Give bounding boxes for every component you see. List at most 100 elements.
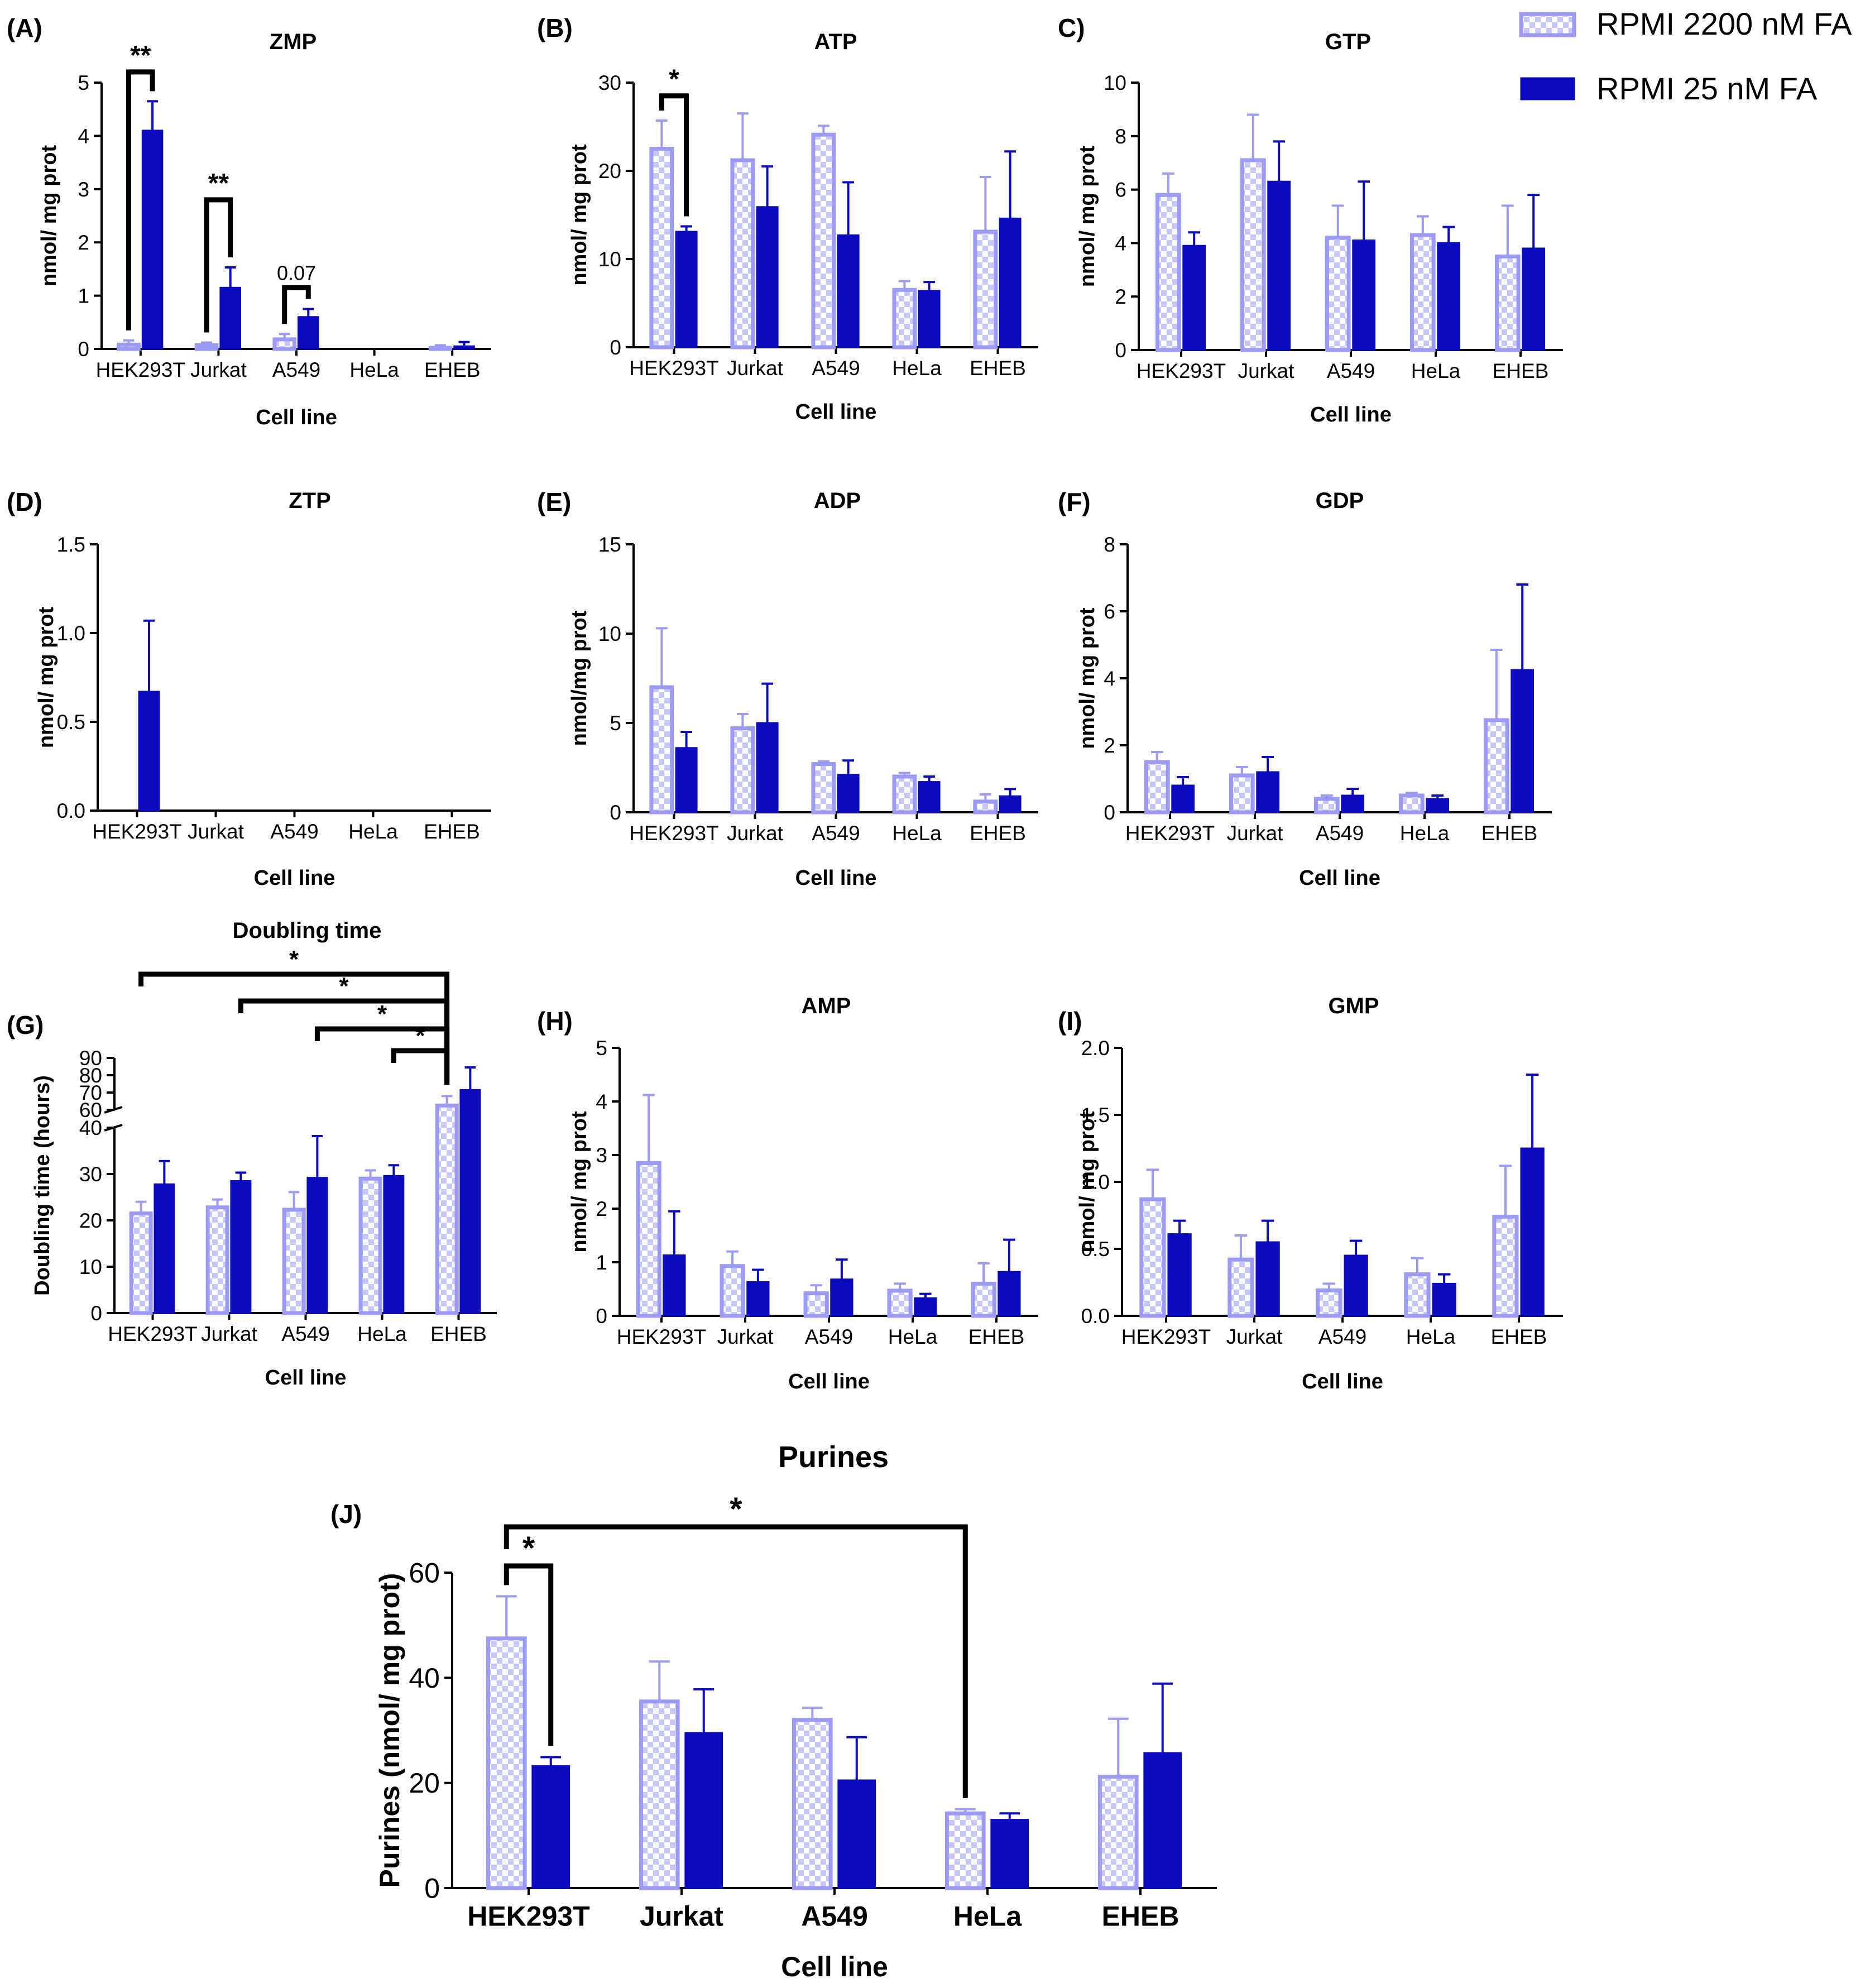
bar-dark bbox=[531, 1765, 570, 1889]
x-tick-label: A549 bbox=[1318, 1325, 1366, 1348]
x-tick-label: EHEB bbox=[970, 357, 1026, 380]
significance-bracket bbox=[282, 285, 311, 324]
bar-dark bbox=[1256, 771, 1280, 813]
x-tick-label: HEK293T bbox=[1137, 360, 1226, 382]
bar-dark bbox=[1182, 245, 1206, 351]
bar-light bbox=[1409, 233, 1436, 352]
x-tick-label: Jurkat bbox=[188, 820, 244, 843]
bar-light bbox=[892, 288, 917, 349]
bar-light bbox=[811, 762, 836, 815]
y-axis-label: Doubling time (hours) bbox=[31, 1075, 54, 1296]
bar-dark bbox=[1143, 1752, 1182, 1889]
y-tick-label: 5 bbox=[596, 1037, 607, 1060]
x-axis-label: Cell line bbox=[788, 1370, 870, 1393]
bar-dark bbox=[1437, 242, 1461, 351]
bar-light bbox=[272, 337, 297, 351]
x-axis-label: Cell line bbox=[256, 406, 337, 429]
significance-bracket bbox=[504, 1524, 968, 1798]
x-tick-label: A549 bbox=[272, 358, 320, 381]
legend: RPMI 2200 nM FA RPMI 25 nM FA bbox=[1519, 6, 1852, 106]
bar-dark bbox=[1344, 1254, 1368, 1317]
bar-light bbox=[129, 1211, 153, 1315]
y-tick-label: 0 bbox=[424, 1873, 440, 1904]
panel-label: (J) bbox=[330, 1500, 362, 1529]
significance-label: * bbox=[339, 973, 349, 1000]
bar-light bbox=[1483, 718, 1509, 815]
legend-swatch-light bbox=[1519, 12, 1576, 37]
bar-light bbox=[973, 229, 998, 349]
y-tick-label: 1.5 bbox=[57, 533, 85, 556]
bar-light bbox=[1398, 793, 1425, 815]
bar-dark bbox=[756, 206, 779, 348]
x-tick-label: HeLa bbox=[1411, 360, 1461, 382]
bar-dark bbox=[999, 795, 1022, 813]
x-tick-label: A549 bbox=[1327, 360, 1375, 382]
x-tick-label: EHEB bbox=[1491, 1325, 1547, 1348]
panel-label: C) bbox=[1058, 13, 1085, 42]
significance-label: * bbox=[522, 1530, 535, 1567]
legend-item-dark: RPMI 25 nM FA bbox=[1520, 71, 1818, 106]
bar-dark bbox=[675, 747, 698, 813]
y-tick-label: 0.0 bbox=[57, 799, 85, 822]
panel-label: (G) bbox=[7, 1010, 44, 1039]
bar-dark bbox=[746, 1281, 770, 1317]
bar-light bbox=[1494, 254, 1521, 352]
x-tick-label: EHEB bbox=[968, 1325, 1025, 1348]
significance-label: * bbox=[377, 1000, 387, 1028]
x-tick-label: HeLa bbox=[892, 822, 942, 845]
panel-label: (B) bbox=[537, 13, 573, 42]
bar-light bbox=[428, 346, 453, 351]
x-tick-label: EHEB bbox=[1493, 360, 1549, 382]
x-tick-label: Jurkat bbox=[640, 1901, 723, 1932]
bar-light bbox=[358, 1176, 382, 1315]
y-tick-label: 20 bbox=[79, 1209, 102, 1232]
bar-dark bbox=[383, 1175, 405, 1314]
bar-light bbox=[1325, 236, 1351, 352]
y-tick-label: 10 bbox=[79, 1256, 102, 1278]
significance-bracket bbox=[126, 69, 155, 330]
y-tick-label: 15 bbox=[598, 533, 621, 556]
bar-dark bbox=[219, 286, 241, 350]
bar-light bbox=[117, 342, 141, 351]
y-tick-label: 20 bbox=[598, 160, 621, 183]
y-axis-label: nmol/ mg prot bbox=[568, 144, 591, 286]
x-tick-label: Jurkat bbox=[727, 822, 783, 845]
bar-light bbox=[1097, 1774, 1139, 1890]
bar-light bbox=[1492, 1214, 1519, 1318]
significance-bracket bbox=[504, 1563, 554, 1746]
panel-i: 0.0 0.5 1.0 1.5 2.0 HEK293T Jurkat A549 HeLa EHEB… bbox=[1058, 994, 1563, 1393]
bar-dark bbox=[459, 1089, 481, 1314]
significance-label: * bbox=[289, 946, 299, 973]
panel-label: (F) bbox=[1058, 487, 1091, 516]
bar-light bbox=[892, 774, 917, 815]
y-tick-label: 30 bbox=[598, 71, 621, 94]
y-tick-label: 10 bbox=[598, 622, 621, 645]
x-axis-label: Cell line bbox=[1302, 1370, 1383, 1393]
y-tick-label: 0 bbox=[596, 1305, 607, 1328]
bar-light bbox=[639, 1699, 680, 1890]
y-tick-label: 3 bbox=[78, 178, 89, 201]
bar-light bbox=[1144, 760, 1170, 815]
bar-dark bbox=[453, 345, 475, 350]
bar-dark bbox=[756, 722, 779, 813]
bar-dark bbox=[830, 1278, 854, 1317]
x-tick-label: HEK293T bbox=[617, 1325, 706, 1348]
significance-bracket bbox=[204, 197, 233, 333]
bar-dark bbox=[1352, 239, 1376, 351]
panel-b: 0 10 20 30 HEK293T Jurkat A549 HeLa EHEB * ATP (B) C… bbox=[537, 13, 1038, 424]
panel-label: (H) bbox=[537, 1007, 573, 1036]
y-axis-label: nmol/ mg prot bbox=[37, 145, 61, 287]
y-tick-label: 6 bbox=[1115, 179, 1126, 202]
bar-light bbox=[649, 685, 674, 815]
panel-e: 0 5 10 15 HEK293T Jurkat A549 HeLa EHEB ADP (E) Cel… bbox=[537, 487, 1038, 890]
y-tick-label: 0 bbox=[1104, 801, 1115, 824]
bar-light bbox=[1404, 1272, 1431, 1318]
panel-title: Purines bbox=[778, 1440, 889, 1474]
panel-title: ZMP bbox=[270, 30, 317, 54]
panel-title: GMP bbox=[1328, 994, 1379, 1018]
y-tick-label: 1 bbox=[596, 1251, 607, 1274]
bar-dark bbox=[297, 316, 319, 350]
panel-label: (A) bbox=[7, 13, 42, 42]
bar-light bbox=[486, 1636, 527, 1890]
panel-label: (E) bbox=[537, 487, 571, 516]
